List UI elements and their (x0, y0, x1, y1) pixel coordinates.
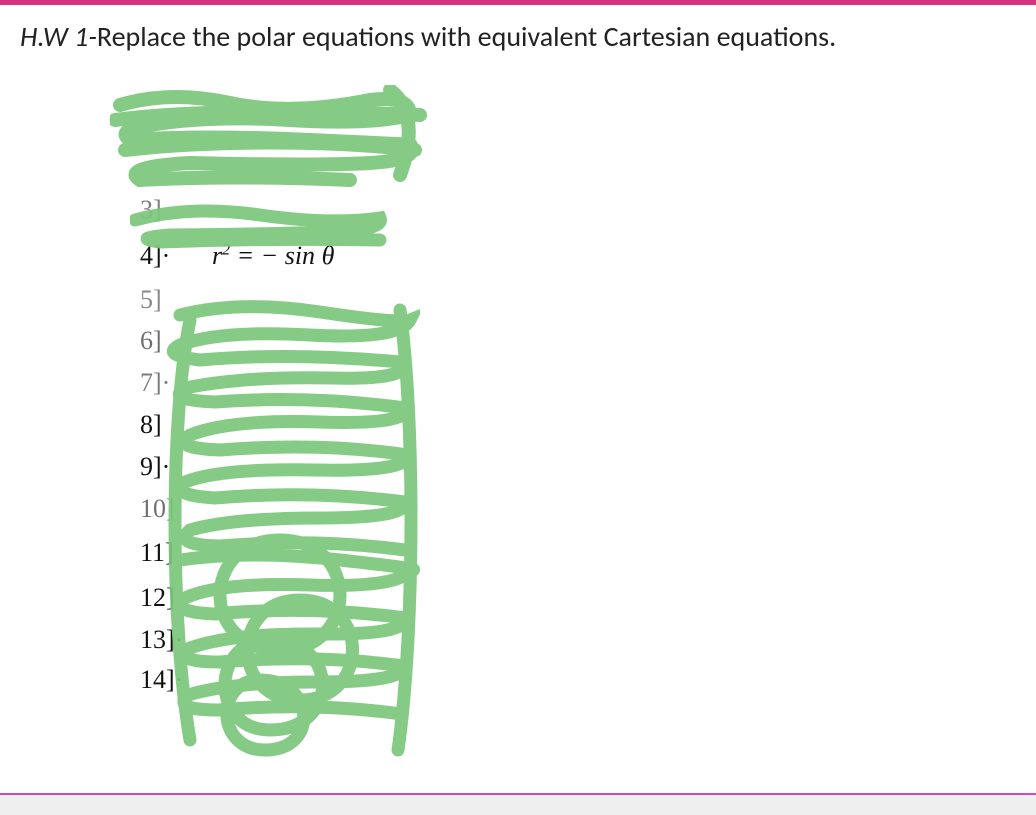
equation-row (140, 148, 334, 188)
equation-row: 6] (140, 320, 334, 362)
equation-row (140, 108, 334, 148)
equation-row: 13]· (140, 620, 334, 660)
equation-row: 12] (140, 576, 334, 620)
equation-row: 14]· (140, 660, 334, 700)
content-area: H.W 1-Replace the polar equations with e… (20, 18, 1016, 56)
top-border (0, 0, 1036, 5)
eq-number: 4]· (140, 241, 188, 271)
equation-row: 10] (140, 488, 334, 530)
equation-list: 3] 4]· r2 = − sin θ 5] 6] 7]· 8] 9]· 10] (140, 108, 334, 700)
equation-row: 11] (140, 530, 334, 576)
prompt-text: Replace the polar equations with equival… (97, 19, 836, 54)
eq-number: 3] (140, 195, 188, 225)
eq-number: 5] (140, 285, 188, 315)
bottom-bar (0, 793, 1036, 815)
equation-row: 3] (140, 188, 334, 232)
eq-number: 12] (140, 583, 188, 613)
eq-number: 6] (140, 326, 188, 356)
eq-number: 8] (140, 410, 188, 440)
homework-prompt: H.W 1-Replace the polar equations with e… (20, 18, 1016, 56)
equation-row: 4]· r2 = − sin θ (140, 232, 334, 280)
eq-number: 14]· (140, 665, 188, 695)
equation-row: 8] (140, 404, 334, 446)
eq-number: 9]· (140, 452, 188, 482)
equation-row: 5] (140, 280, 334, 320)
eq-number: 11] (140, 538, 188, 568)
equation-row: 7]· (140, 362, 334, 404)
hw-label: H.W 1- (20, 19, 97, 54)
eq-number: 10] (140, 494, 188, 524)
eq-number: 7]· (140, 368, 188, 398)
eq-number: 13]· (140, 625, 188, 655)
eq-expression: r2 = − sin θ (212, 241, 334, 271)
equation-row: 9]· (140, 446, 334, 488)
